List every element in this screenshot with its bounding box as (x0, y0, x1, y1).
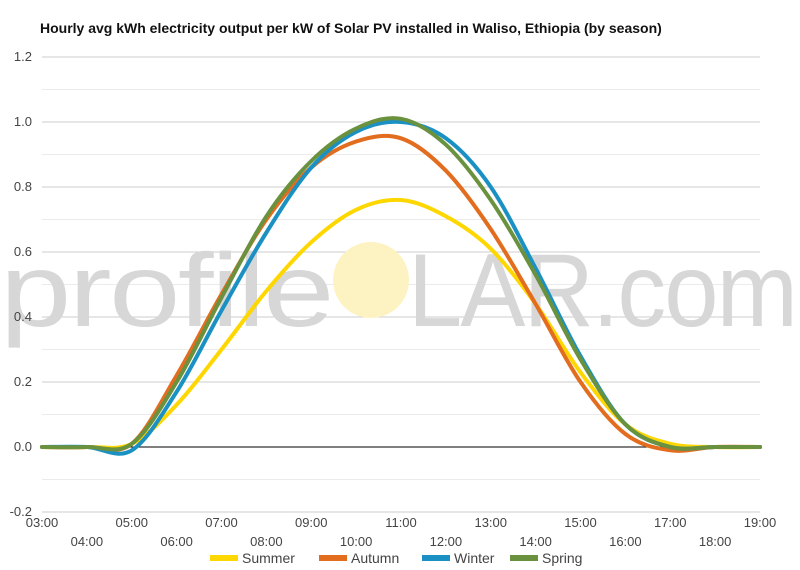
chart-title: Hourly avg kWh electricity output per kW… (40, 20, 662, 36)
legend-swatch (319, 555, 347, 561)
x-tick-label: 13:00 (474, 515, 507, 530)
x-tick-label: 17:00 (654, 515, 687, 530)
legend-item-summer: Summer (210, 550, 295, 566)
legend-swatch (422, 555, 450, 561)
x-tick-label: 16:00 (609, 534, 642, 549)
series-lines (40, 116, 762, 456)
x-tick-label: 06:00 (160, 534, 193, 549)
y-tick-label: 0.6 (14, 244, 32, 259)
legend-swatch (210, 555, 238, 561)
x-tick-label: 03:00 (26, 515, 59, 530)
legend-swatch (510, 555, 538, 561)
legend-item-autumn: Autumn (319, 550, 399, 566)
legend: Summer Autumn Winter Spring (210, 550, 582, 566)
legend-label: Summer (242, 550, 295, 566)
series-line-spring (40, 116, 762, 452)
x-tick-label: 09:00 (295, 515, 328, 530)
x-tick-label: 12:00 (430, 534, 463, 549)
x-tick-label: 19:00 (744, 515, 777, 530)
series-line-autumn (40, 133, 762, 453)
watermark-sun (333, 242, 409, 318)
watermark: profile LAR.com (0, 233, 798, 349)
y-tick-label: 1.0 (14, 114, 32, 129)
legend-item-spring: Spring (510, 550, 582, 566)
x-tick-label: 08:00 (250, 534, 283, 549)
x-tick-label: 10:00 (340, 534, 373, 549)
x-tick-label: 18:00 (699, 534, 732, 549)
x-tick-label: 11:00 (385, 515, 417, 530)
x-tick-label: 07:00 (205, 515, 238, 530)
legend-label: Spring (542, 550, 582, 566)
watermark-right-text: LAR.com (408, 233, 796, 349)
x-tick-label: 14:00 (519, 534, 552, 549)
x-axis-ticks: 03:00 04:00 05:00 06:00 07:00 08:00 09:00 10:00… (26, 515, 777, 549)
y-tick-label: 0.8 (14, 179, 32, 194)
y-tick-label: 0.4 (14, 309, 32, 324)
legend-label: Autumn (351, 550, 399, 566)
legend-label: Winter (454, 550, 495, 566)
legend-item-winter: Winter (422, 550, 495, 566)
x-tick-label: 04:00 (71, 534, 104, 549)
y-axis-ticks: -0.2 0.0 0.2 0.4 0.6 0.8 1.0 1.2 (10, 49, 32, 519)
y-tick-label: 0.2 (14, 374, 32, 389)
y-tick-label: 0.0 (14, 439, 32, 454)
x-tick-label: 05:00 (115, 515, 148, 530)
y-tick-label: -0.2 (10, 504, 32, 519)
y-tick-label: 1.2 (14, 49, 32, 64)
x-tick-label: 15:00 (564, 515, 597, 530)
watermark-left-text: profile (0, 233, 332, 349)
